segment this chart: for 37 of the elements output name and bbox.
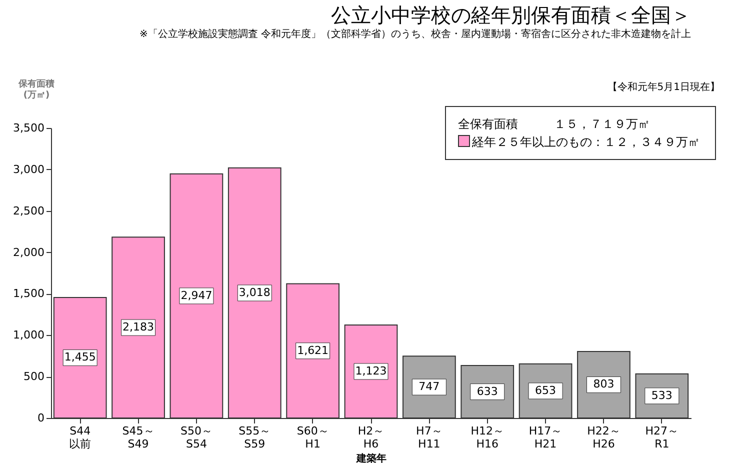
x-tick-label: H27～ R1: [645, 424, 679, 450]
data-label: 1,123: [355, 364, 387, 378]
x-tick-label: H12～ H16: [470, 424, 504, 450]
data-label: 2,947: [180, 288, 212, 302]
y-tick-label: 1,000: [13, 328, 44, 342]
data-label: 653: [535, 384, 556, 397]
y-axis-title: 保有面積 (万㎡): [18, 78, 54, 100]
x-tick-label: H2～ H6: [358, 424, 384, 450]
x-tick-label: S60～ H1: [296, 424, 329, 450]
data-label: 633: [476, 384, 498, 398]
y-tick-label: 2,000: [13, 246, 44, 259]
x-tick-label: H22～ H26: [587, 424, 620, 450]
x-tick-label: H17～ H21: [528, 424, 562, 450]
data-label: 747: [418, 380, 440, 394]
chart-subtitle: ※「公立学校施設実態調査 令和元年度」（文部科学省）のうち、校舎・屋内運動場・寄宿舎に区分された非木造建物を計上: [139, 28, 691, 40]
x-tick-label: S50～ S54: [180, 424, 212, 450]
y-tick-label: 1,500: [13, 287, 44, 300]
y-tick-label: 0: [38, 412, 44, 424]
x-tick-label: H7～ H11: [416, 424, 442, 450]
x-axis-title: 建築年: [356, 452, 386, 463]
data-label: 803: [593, 378, 614, 391]
text: 【令和元年5月1日現在】: [607, 80, 720, 94]
annotation: 全保有面積 １５，７１９万㎡: [458, 116, 651, 133]
y-tick-label: 3,500: [13, 122, 44, 134]
x-tick-label: S55～ S59: [238, 424, 271, 450]
data-label: 1,455: [64, 350, 96, 364]
data-label: 2,183: [122, 320, 154, 334]
data-label: 533: [651, 388, 672, 402]
annotation: 経年２５年以上のもの：１２，３４９万㎡: [471, 134, 701, 151]
data-label: 1,621: [297, 344, 329, 357]
chart-title: 公立小中学校の経年別保有面積＜全国＞: [331, 3, 691, 27]
y-tick-label: 2,500: [13, 204, 44, 218]
y-tick-label: 3,000: [13, 162, 44, 176]
y-tick-label: 500: [24, 370, 44, 384]
x-tick-label: S45～ S49: [122, 424, 154, 450]
data-label: 3,018: [238, 286, 270, 299]
x-tick-label: S44 以前: [69, 424, 92, 450]
